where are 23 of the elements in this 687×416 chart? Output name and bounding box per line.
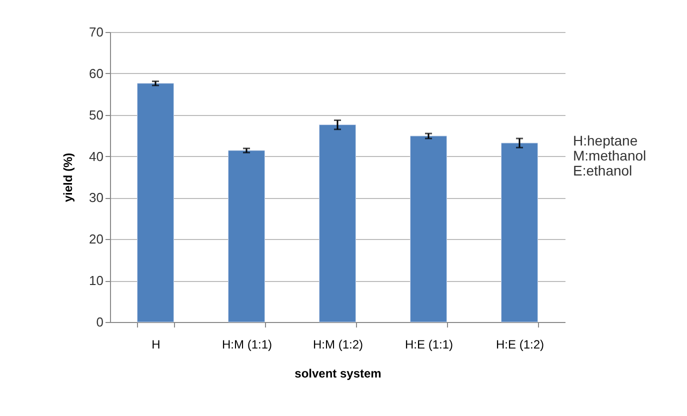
x-tick-label: H	[152, 338, 160, 352]
text: H:heptane	[573, 132, 638, 149]
y-tick-label: 0	[96, 314, 104, 330]
bar	[501, 142, 538, 322]
text: E:ethanol	[573, 162, 632, 179]
y-tick-label: 30	[89, 190, 104, 206]
y-tick-label: 60	[89, 66, 104, 81]
bar	[319, 124, 356, 322]
x-tick-label: H:M (1:1)	[222, 338, 272, 352]
bar	[137, 83, 174, 322]
y-axis-title: yield (%)	[61, 152, 76, 202]
y-tick-label: 70	[89, 24, 104, 40]
y-tick-label: 40	[89, 148, 104, 164]
text: M:methanol	[573, 148, 646, 164]
x-axis-title: solvent system	[294, 366, 382, 380]
x-tick-label: H:E (1:2)	[496, 338, 544, 352]
bar	[410, 136, 447, 322]
y-tick-label: 10	[89, 273, 104, 288]
bar	[228, 150, 265, 322]
y-tick-label: 20	[89, 232, 104, 247]
x-tick-label: H:M (1:2)	[312, 338, 364, 352]
y-tick-label: 50	[89, 107, 104, 122]
x-tick-label: H:E (1:1)	[404, 338, 454, 352]
